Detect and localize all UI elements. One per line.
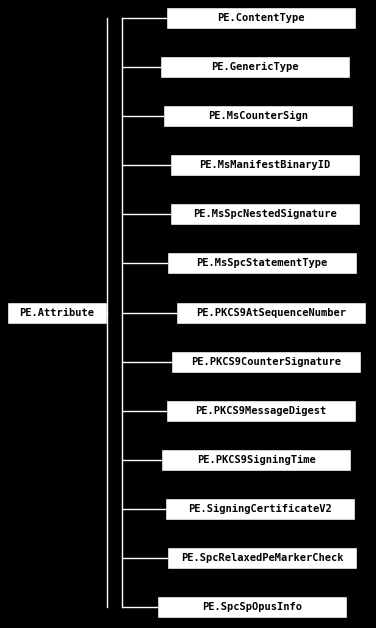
Text: PE.PKCS9MessageDigest: PE.PKCS9MessageDigest <box>196 406 327 416</box>
Text: PE.PKCS9CounterSignature: PE.PKCS9CounterSignature <box>191 357 341 367</box>
Text: PE.SpcSpOpusInfo: PE.SpcSpOpusInfo <box>202 602 302 612</box>
FancyBboxPatch shape <box>170 154 360 176</box>
FancyBboxPatch shape <box>157 596 347 618</box>
FancyBboxPatch shape <box>166 400 356 422</box>
Text: PE.MsSpcStatementType: PE.MsSpcStatementType <box>196 258 327 268</box>
Text: PE.SpcRelaxedPeMarkerCheck: PE.SpcRelaxedPeMarkerCheck <box>181 553 343 563</box>
FancyBboxPatch shape <box>161 449 351 471</box>
Text: PE.Attribute: PE.Attribute <box>20 308 94 318</box>
FancyBboxPatch shape <box>7 302 107 324</box>
FancyBboxPatch shape <box>167 252 357 274</box>
FancyBboxPatch shape <box>166 7 356 29</box>
Text: PE.PKCS9SigningTime: PE.PKCS9SigningTime <box>197 455 315 465</box>
Text: PE.GenericType: PE.GenericType <box>211 62 299 72</box>
FancyBboxPatch shape <box>163 105 353 127</box>
FancyBboxPatch shape <box>167 547 357 569</box>
Text: PE.PKCS9AtSequenceNumber: PE.PKCS9AtSequenceNumber <box>196 308 346 318</box>
Text: PE.ContentType: PE.ContentType <box>217 13 305 23</box>
FancyBboxPatch shape <box>171 351 361 373</box>
FancyBboxPatch shape <box>165 498 355 520</box>
FancyBboxPatch shape <box>170 203 360 225</box>
FancyBboxPatch shape <box>160 56 350 78</box>
Text: PE.MsCounterSign: PE.MsCounterSign <box>208 111 308 121</box>
Text: PE.SigningCertificateV2: PE.SigningCertificateV2 <box>188 504 332 514</box>
FancyBboxPatch shape <box>176 302 366 324</box>
Text: PE.MsManifestBinaryID: PE.MsManifestBinaryID <box>199 160 331 170</box>
Text: PE.MsSpcNestedSignature: PE.MsSpcNestedSignature <box>193 209 337 219</box>
